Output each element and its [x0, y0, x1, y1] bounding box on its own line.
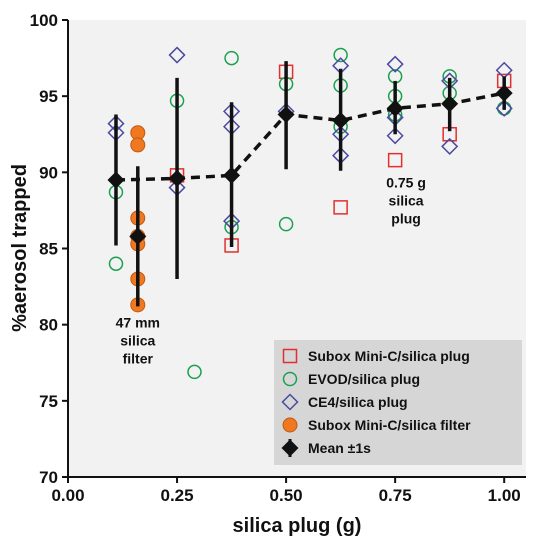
mean-point	[386, 99, 404, 117]
axes: 70 75 80 85 90 95 100 0.00 0.25 0.50 0.75 1.00	[30, 11, 526, 505]
x-tick-label: 0.00	[51, 486, 84, 505]
y-tick-label: 85	[39, 240, 58, 259]
legend-marker-icon	[282, 371, 298, 387]
legend-label: Mean ±1s	[308, 440, 371, 456]
legend-marker-icon	[282, 348, 298, 364]
annotations: 47 mm silica filter 0.75 g silica plug	[116, 175, 426, 367]
legend-mean-marker-icon	[281, 439, 299, 457]
legend-label: EVOD/silica plug	[308, 371, 420, 387]
legend-label: Subox Mini-C/silica filter	[308, 417, 471, 433]
legend-box	[274, 340, 522, 465]
legend-label: Subox Mini-C/silica plug	[308, 348, 470, 364]
annotation-text: 47 mm	[116, 315, 160, 331]
legend: Subox Mini-C/silica plug EVOD/silica plug…	[274, 340, 522, 465]
data-point-evod	[108, 256, 124, 271]
mean-point	[107, 171, 125, 189]
data-point-subox-plug	[333, 200, 348, 215]
data-point-subox-plug	[387, 152, 403, 168]
mean-point	[495, 84, 513, 102]
legend-marker-icon	[281, 393, 299, 411]
data-point-evod	[187, 364, 202, 380]
legend-label: CE4/silica plug	[308, 394, 408, 410]
data-point-subox-filter	[130, 137, 146, 153]
data-point-ce4	[386, 55, 404, 73]
data-point-ce4	[441, 137, 459, 155]
data-point-evod	[278, 216, 294, 232]
data-point-evod	[224, 50, 239, 66]
y-axis-label: %aerosol trapped	[9, 164, 31, 332]
mean-point	[223, 166, 241, 184]
mean-point	[277, 105, 295, 123]
y-tick-label: 95	[39, 87, 58, 106]
annotation-text: 0.75 g	[386, 175, 426, 191]
mean-point	[332, 112, 350, 130]
data-point-ce4	[495, 99, 513, 117]
y-tick-label: 70	[39, 468, 58, 487]
y-tick-label: 80	[39, 316, 58, 335]
y-tick-label: 75	[39, 392, 58, 411]
mean-point	[168, 169, 186, 187]
data-point-ce4	[386, 127, 404, 145]
mean-series	[107, 61, 513, 307]
mean-point	[441, 95, 459, 113]
annotation-text: plug	[391, 211, 421, 227]
x-tick-label: 1.00	[488, 486, 521, 505]
y-tick-label: 90	[39, 163, 58, 182]
data-point-ce4	[168, 46, 186, 64]
annotation-text: filter	[123, 351, 154, 367]
x-axis-label: silica plug (g)	[233, 515, 362, 537]
legend-marker-icon	[282, 417, 298, 433]
mean-point	[129, 227, 147, 245]
annotation-text: silica	[389, 193, 424, 209]
mean-dashed-line	[115, 91, 505, 182]
x-tick-label: 0.75	[379, 486, 412, 505]
data-point-evod	[333, 47, 348, 63]
annotation-text: silica	[120, 333, 155, 349]
x-tick-label: 0.25	[161, 486, 194, 505]
x-tick-label: 0.50	[270, 486, 303, 505]
y-tick-label: 100	[30, 11, 58, 30]
